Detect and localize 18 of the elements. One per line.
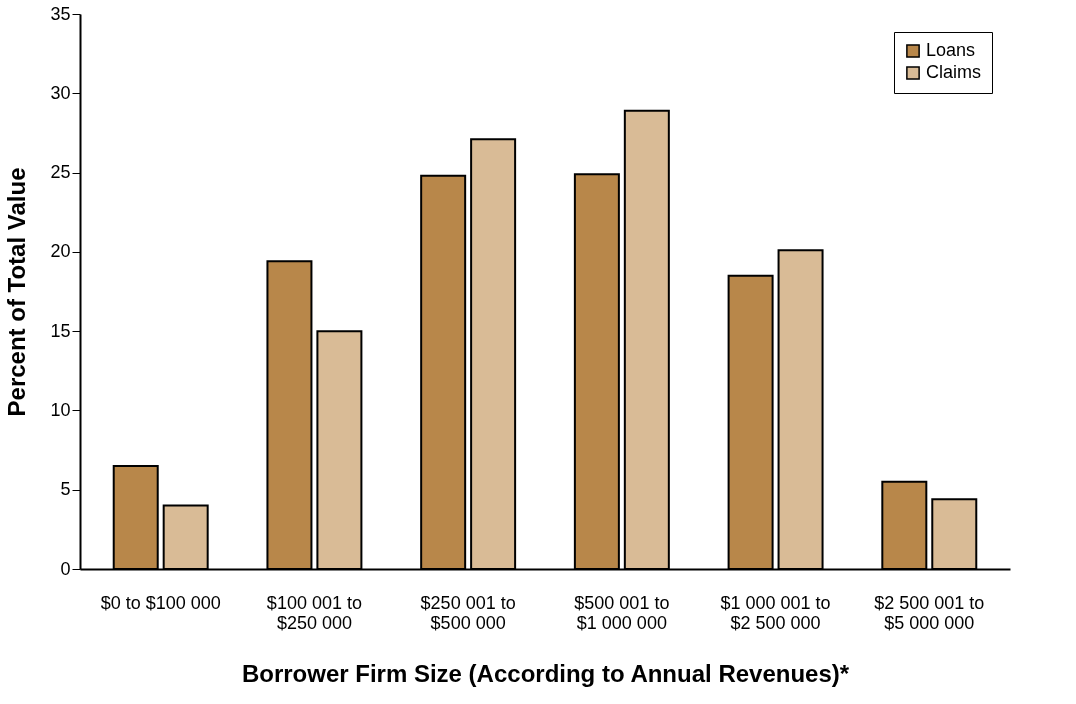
x-tick-label: $100 001 to $250 000 — [266, 592, 362, 633]
y-tick-label: 35 — [50, 3, 71, 24]
x-axis-title: Borrower Firm Size (According to Annual Revenues)* — [241, 659, 850, 687]
y-tick-label: 30 — [50, 82, 71, 103]
y-tick-label: 10 — [50, 399, 71, 420]
y-axis-title: Percent of Total Value — [3, 167, 31, 417]
y-tick-label: 20 — [50, 241, 71, 262]
legend-label: Claims — [926, 62, 982, 82]
x-tick-label: $0 to $100 000 — [100, 592, 221, 613]
x-tick-label: $1 000 001 to $2 500 000 — [720, 592, 831, 633]
x-tick-label: $250 001 to $500 000 — [420, 592, 516, 633]
y-tick-label: 0 — [60, 558, 71, 579]
x-tick-label: $500 001 to $1 000 000 — [574, 592, 670, 633]
y-tick-label: 5 — [60, 479, 71, 500]
legend-label: Loans — [926, 40, 976, 60]
y-tick-label: 25 — [50, 162, 71, 183]
y-tick-label: 15 — [50, 320, 71, 341]
x-tick-label: $2 500 001 to $5 000 000 — [874, 592, 985, 633]
